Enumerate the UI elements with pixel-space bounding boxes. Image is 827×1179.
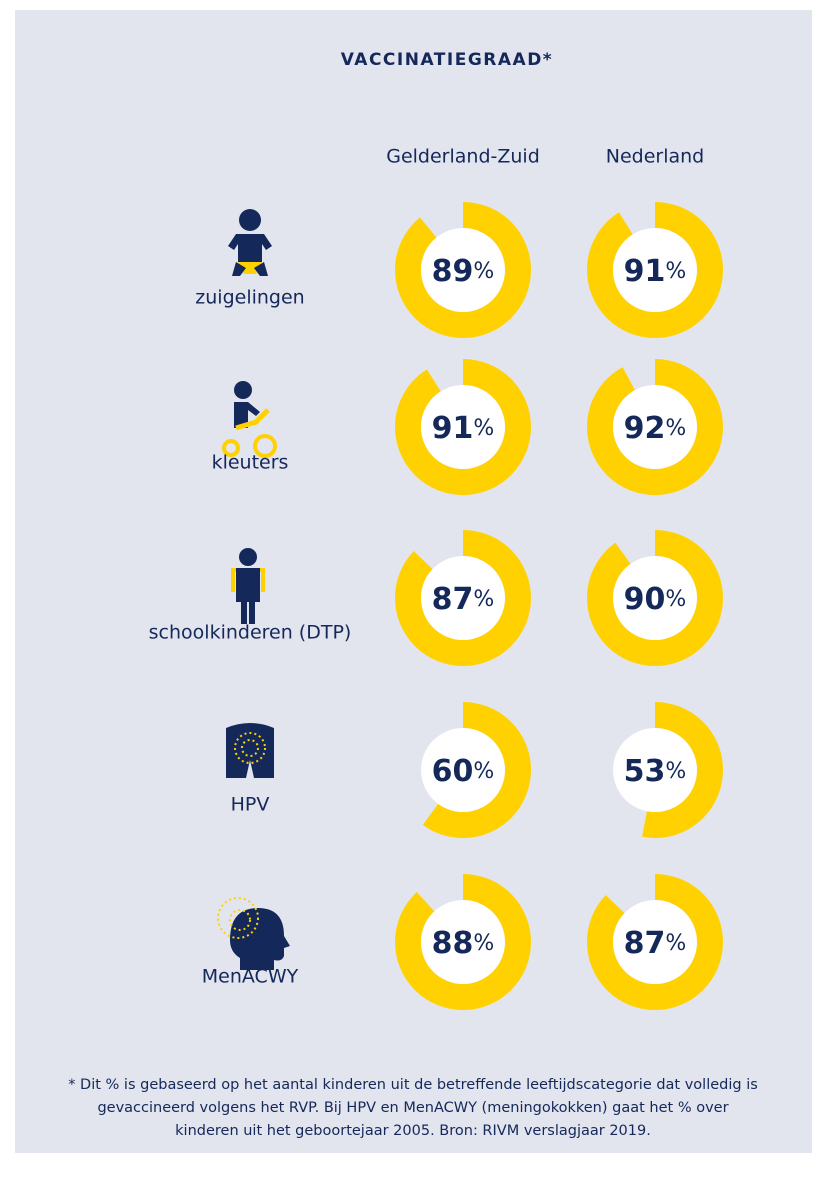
value-unit: % [473,587,494,612]
value-label: 92% [624,411,687,446]
donut-arc [587,874,723,1010]
donut-hole [421,228,505,312]
category-label: schoolkinderen (DTP) [149,622,352,644]
value-label: 90% [624,582,687,617]
value-unit: % [665,931,686,956]
value-unit: % [665,759,686,784]
icon-hpv [226,723,274,778]
value-unit: % [665,587,686,612]
value-label: 60% [432,754,495,789]
icon-baby [228,209,272,276]
value-number: 91 [624,254,666,289]
donut-arc [395,874,531,1010]
donut-hole [421,900,505,984]
value-number: 92 [624,411,666,446]
icon-toddler [222,381,277,458]
category-label: MenACWY [202,966,299,988]
footnote: gevaccineerd volgens het RVP. Bij HPV en… [97,1100,728,1116]
donut-hole [421,728,505,812]
icon-head [217,897,290,970]
icon-child [231,548,265,624]
value-label: 53% [624,754,687,789]
value-unit: % [473,759,494,784]
series-header: Nederland [606,146,705,168]
donut-hole [421,556,505,640]
value-number: 91 [432,411,474,446]
donut-arc [587,702,723,838]
donut-hole [613,900,697,984]
value-number: 87 [432,582,474,617]
value-label: 87% [432,582,495,617]
donut-arc [587,359,723,495]
value-number: 88 [432,926,474,961]
value-label: 89% [432,254,495,289]
donut-hole [613,228,697,312]
value-number: 53 [624,754,666,789]
value-label: 87% [624,926,687,961]
footnote: * Dit % is gebaseerd op het aantal kinde… [68,1077,758,1093]
value-number: 89 [432,254,474,289]
donut-arc [395,359,531,495]
value-unit: % [473,931,494,956]
value-label: 91% [432,411,495,446]
donut-hole [613,728,697,812]
value-unit: % [665,416,686,441]
value-unit: % [665,259,686,284]
donut-arc [587,202,723,338]
donut-hole [421,385,505,469]
value-unit: % [473,416,494,441]
value-label: 88% [432,926,495,961]
value-unit: % [473,259,494,284]
donut-hole [613,385,697,469]
value-number: 60 [432,754,474,789]
category-label: zuigelingen [195,287,304,309]
category-label: HPV [231,794,270,816]
donut-arc [395,702,531,838]
donut-arc [587,530,723,666]
footnote: kinderen uit het geboortejaar 2005. Bron… [175,1123,651,1139]
series-header: Gelderland-Zuid [386,146,540,168]
chart-title: VACCINATIEGRAAD* [341,50,553,70]
donut-hole [613,556,697,640]
donut-arc [395,530,531,666]
value-number: 90 [624,582,666,617]
donut-arc [395,202,531,338]
category-label: kleuters [212,452,289,474]
value-label: 91% [624,254,687,289]
value-number: 87 [624,926,666,961]
